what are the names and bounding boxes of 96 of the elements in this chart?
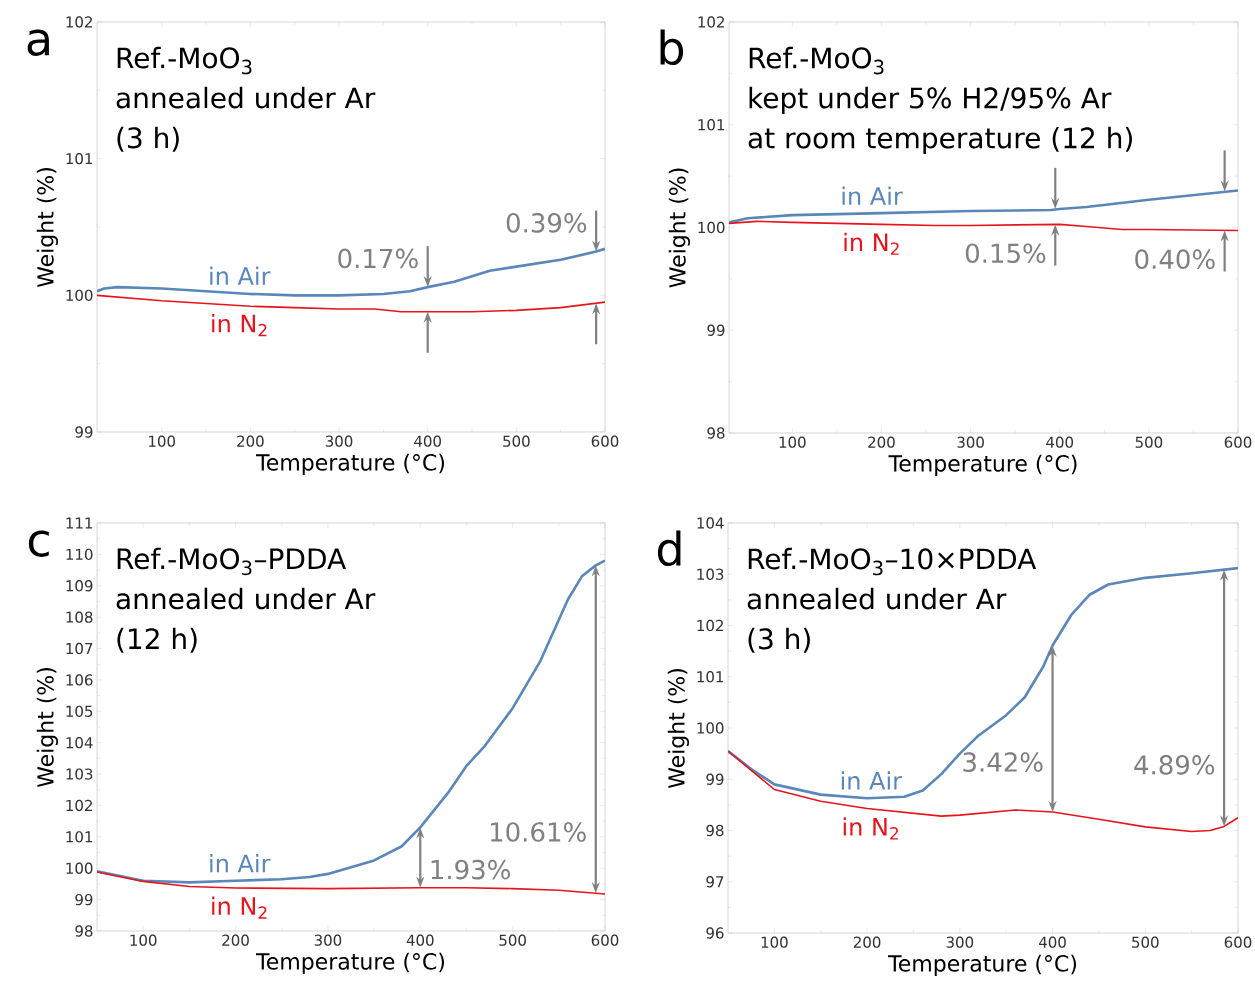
x-tick-label: 500 xyxy=(1132,936,1159,948)
text: a xyxy=(27,29,49,56)
annotation: Ref.-MoO$_{3}$–10×PDDA xyxy=(748,547,1037,576)
series-label: in Air xyxy=(842,186,903,205)
x-tick-label: 200 xyxy=(222,934,249,946)
x-tick-label: 600 xyxy=(1224,936,1252,948)
y-tick-label: 99 xyxy=(707,324,725,336)
y-axis-title: Weight (%) xyxy=(668,168,691,288)
x-tick-label: 200 xyxy=(853,936,881,948)
y-tick-label: 104 xyxy=(66,737,93,749)
y-axis-title: Weight (%) xyxy=(36,168,59,288)
y-tick-label: 100 xyxy=(66,862,93,874)
y-tick-label: 103 xyxy=(66,768,93,780)
y-tick-label: 98 xyxy=(75,925,93,937)
y-tick-label: 106 xyxy=(66,674,93,686)
text: d xyxy=(657,530,681,567)
y-tick-label: 99 xyxy=(706,773,724,785)
x-tick-label: 300 xyxy=(314,934,342,946)
series-label: in Air xyxy=(210,266,271,285)
annotation: annealed under Ar xyxy=(116,86,376,109)
x-tick-label: 200 xyxy=(868,436,895,448)
y-tick-label: 107 xyxy=(66,642,93,655)
y-tick-label: 101 xyxy=(66,152,93,165)
annotation: 3.42% xyxy=(963,752,1043,772)
x-tick-label: 300 xyxy=(946,936,974,948)
x-tick-label: 400 xyxy=(1038,936,1066,948)
y-tick-label: 102 xyxy=(66,799,92,812)
y-tick-label: 101 xyxy=(66,831,93,843)
x-tick-label: 200 xyxy=(237,435,264,447)
y-tick-label: 110 xyxy=(66,548,93,561)
x-tick-label: 400 xyxy=(414,435,442,447)
annotation: Ref.-MoO$_{3}$ xyxy=(117,46,252,75)
annotation: (3 h) xyxy=(748,627,810,653)
annotation: 0.39% xyxy=(506,213,587,233)
annotation: Ref.-MoO$_{3}$–PDDA xyxy=(117,547,346,576)
annotation: Ref.-MoO$_{3}$ xyxy=(749,46,884,75)
x-tick-label: 100 xyxy=(130,934,157,946)
series-label: in N$_{2}$ xyxy=(212,314,267,337)
y-tick-label: 109 xyxy=(66,580,93,592)
annotation: 0.15% xyxy=(965,243,1046,264)
y-tick-label: 96 xyxy=(706,927,724,939)
y-tick-label: 111 xyxy=(66,517,93,529)
annotation: (3 h) xyxy=(117,126,179,152)
y-tick-label: 104 xyxy=(697,517,724,529)
x-tick-label: 300 xyxy=(325,435,353,447)
y-axis-title: Weight (%) xyxy=(667,669,690,789)
annotation: 4.89% xyxy=(1134,755,1215,775)
y-tick-label: 101 xyxy=(697,671,724,683)
x-tick-label: 500 xyxy=(499,934,526,946)
series-label: in Air xyxy=(210,853,271,873)
x-axis-title: Temperature (°C) xyxy=(256,952,445,974)
y-tick-label: 100 xyxy=(698,221,725,234)
annotation: annealed under Ar xyxy=(747,587,1007,610)
y-tick-label: 100 xyxy=(697,722,724,734)
annotation: 0.40% xyxy=(1135,249,1215,270)
y-tick-label: 99 xyxy=(75,893,93,906)
x-tick-label: 500 xyxy=(503,435,530,447)
annotation: 1.93% xyxy=(431,859,510,880)
x-tick-label: 100 xyxy=(761,936,788,948)
annotation: (12 h) xyxy=(117,627,197,653)
y-tick-label: 103 xyxy=(697,568,724,580)
x-tick-label: 600 xyxy=(591,435,619,447)
text: b xyxy=(660,29,684,66)
series-label: in Air xyxy=(841,771,903,790)
series-label: in N$_{2}$ xyxy=(212,896,267,919)
y-tick-label: 98 xyxy=(706,824,724,837)
y-tick-label: 108 xyxy=(66,611,93,623)
x-tick-label: 500 xyxy=(1135,436,1163,448)
annotation: 0.17% xyxy=(338,248,418,269)
y-tick-label: 98 xyxy=(707,427,725,439)
annotation: kept under 5% H2/95% Ar xyxy=(749,86,1112,114)
x-tick-label: 400 xyxy=(406,934,434,946)
x-tick-label: 100 xyxy=(149,435,176,447)
y-tick-label: 102 xyxy=(697,619,723,632)
y-tick-label: 102 xyxy=(66,16,92,28)
x-axis-title: Temperature (°C) xyxy=(888,954,1077,976)
x-tick-label: 600 xyxy=(1224,436,1252,448)
y-axis-title: Weight (%) xyxy=(36,668,59,788)
y-tick-label: 100 xyxy=(66,289,93,302)
x-axis-title: Temperature (°C) xyxy=(256,453,445,475)
x-axis-title: Temperature (°C) xyxy=(888,454,1077,476)
annotation: annealed under Ar xyxy=(116,587,376,610)
x-tick-label: 400 xyxy=(1046,436,1074,448)
x-tick-label: 300 xyxy=(957,436,984,448)
series-label: in N$_{2}$ xyxy=(843,817,898,840)
y-tick-label: 102 xyxy=(698,16,724,28)
annotation: at room temperature (12 h) xyxy=(748,126,1132,154)
text: c xyxy=(28,530,49,557)
y-tick-label: 101 xyxy=(698,119,725,131)
y-tick-label: 105 xyxy=(66,705,93,717)
annotation: 10.61% xyxy=(490,822,586,842)
series-label: in N$_{2}$ xyxy=(844,232,899,255)
y-tick-label: 97 xyxy=(706,876,724,888)
x-tick-label: 100 xyxy=(779,436,806,448)
y-tick-label: 99 xyxy=(75,426,93,438)
x-tick-label: 600 xyxy=(591,934,619,946)
